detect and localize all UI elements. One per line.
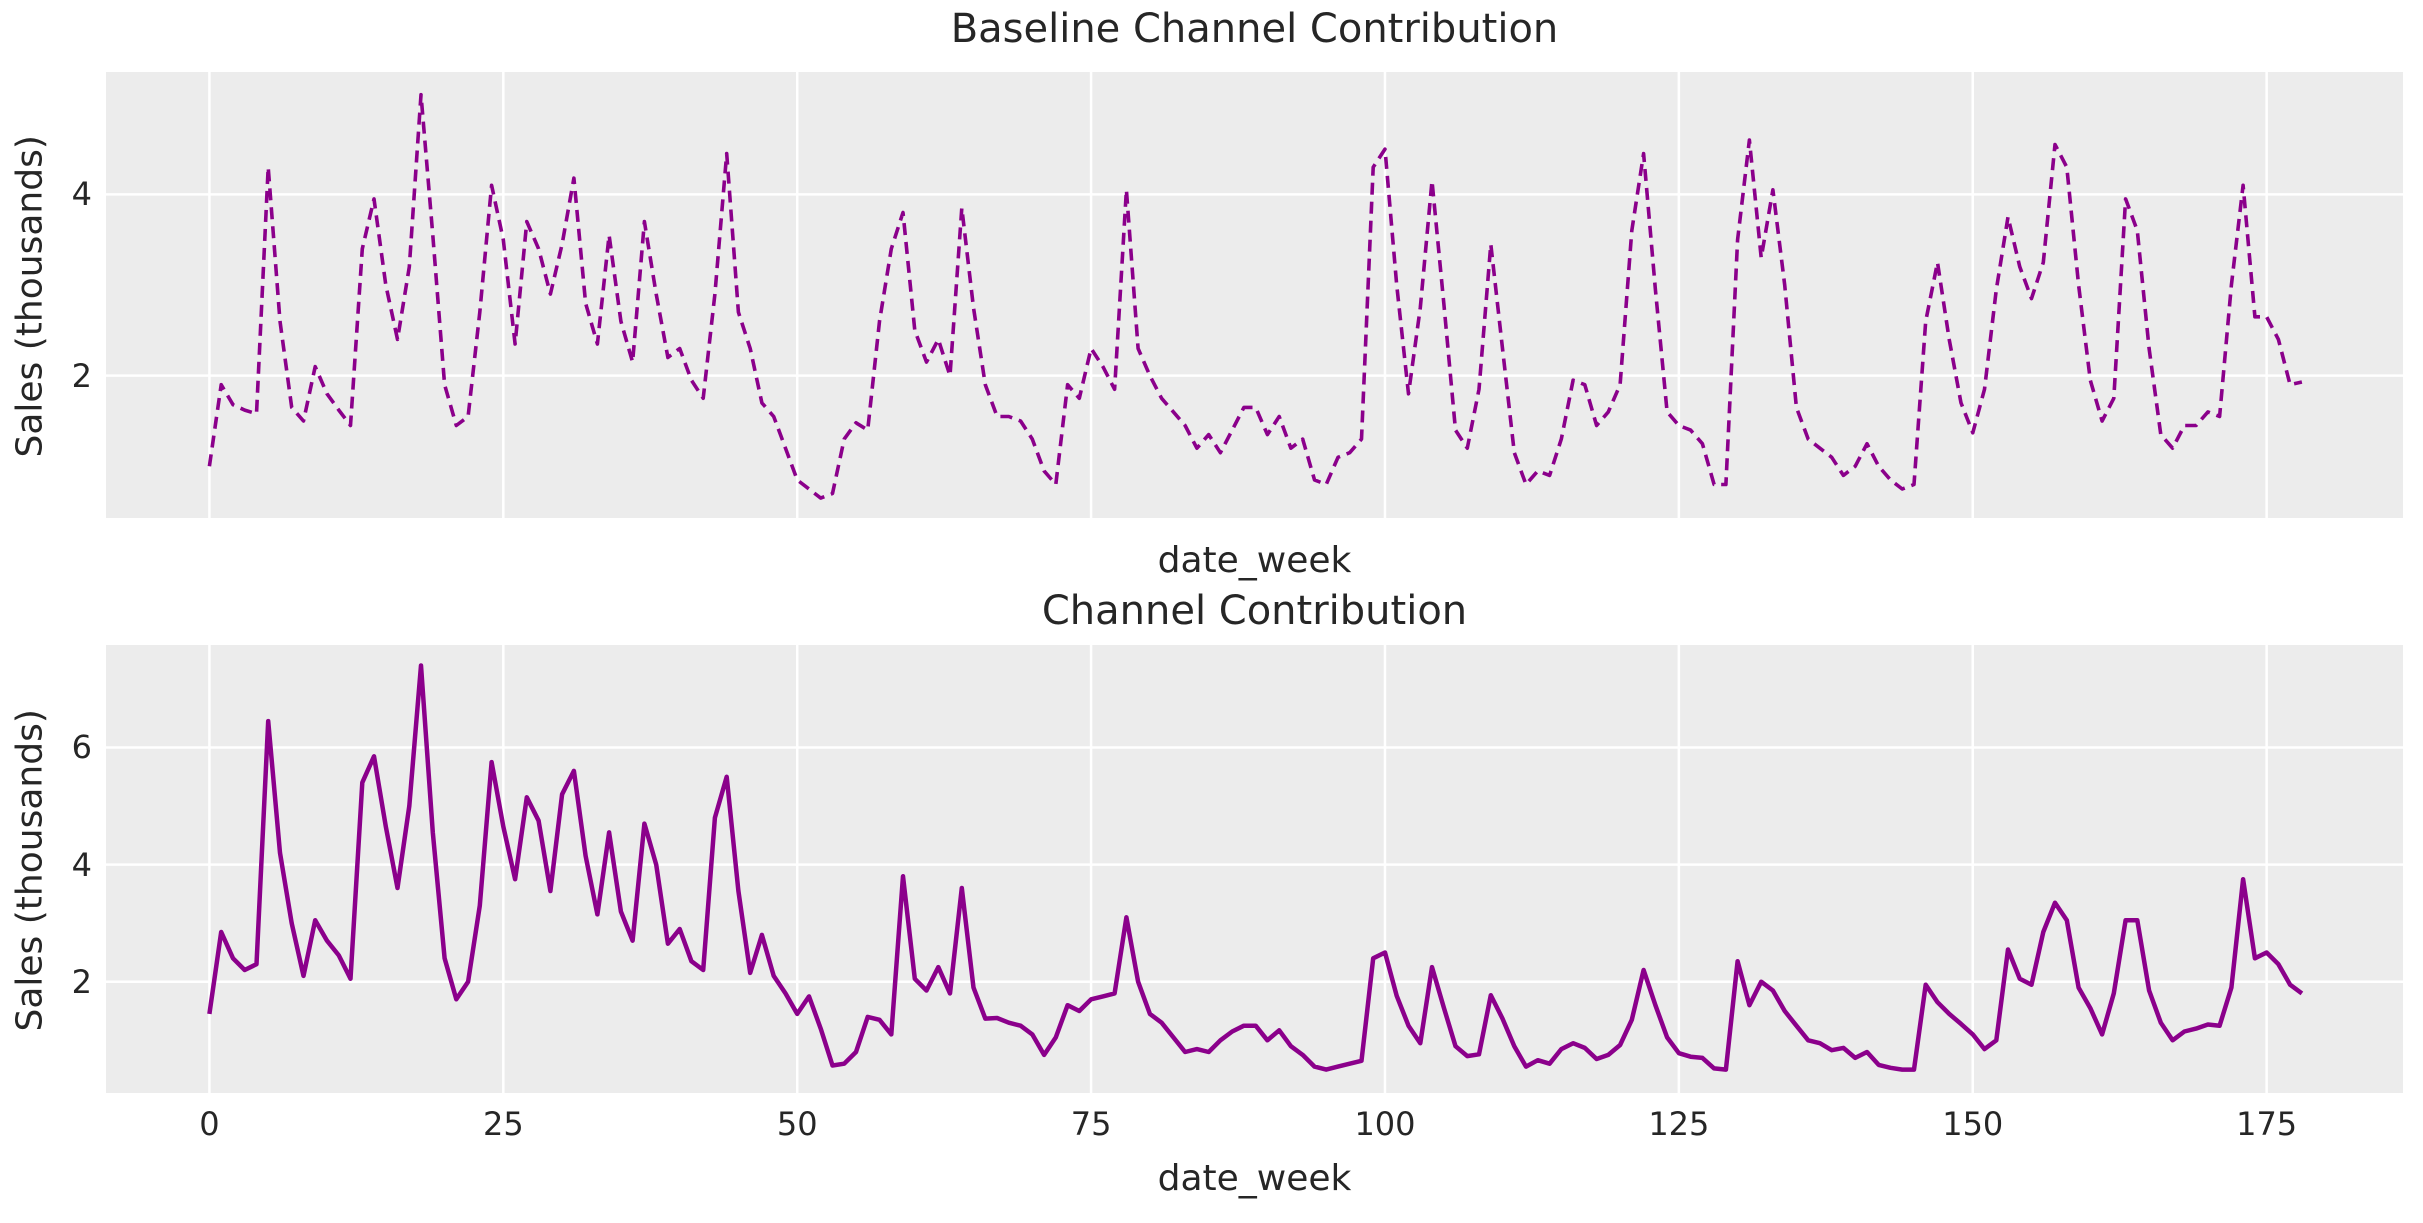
x-tick-label: 150 xyxy=(1942,1105,2004,1143)
x-tick-label: 50 xyxy=(776,1105,818,1143)
y-tick-label: 6 xyxy=(71,728,92,767)
x-tick-label: 100 xyxy=(1354,1105,1416,1143)
channel-plot-area xyxy=(106,645,2403,1093)
channel-series-line xyxy=(207,663,2304,1072)
y-tick-label: 2 xyxy=(71,962,92,1001)
x-tick-label: 125 xyxy=(1648,1105,1710,1143)
x-tick-label: 75 xyxy=(1070,1105,1112,1143)
baseline-x-axis-label: date_week xyxy=(1157,540,1352,581)
channel-chart-title: Channel Contribution xyxy=(1041,588,1468,634)
baseline-plot-area xyxy=(106,72,2403,518)
y-tick-label: 2 xyxy=(71,356,92,395)
baseline-svg xyxy=(106,72,2403,518)
channel-x-axis-label: date_week xyxy=(1157,1158,1352,1199)
x-tick-label: 175 xyxy=(2236,1105,2298,1143)
y-tick-label: 4 xyxy=(71,845,92,884)
channel-svg xyxy=(106,645,2403,1093)
baseline-chart-title: Baseline Channel Contribution xyxy=(950,6,1559,52)
baseline-series-line xyxy=(207,92,2303,500)
x-tick-label: 25 xyxy=(482,1105,524,1143)
y-tick-label: 4 xyxy=(71,175,92,214)
x-tick-label: 0 xyxy=(199,1105,220,1143)
